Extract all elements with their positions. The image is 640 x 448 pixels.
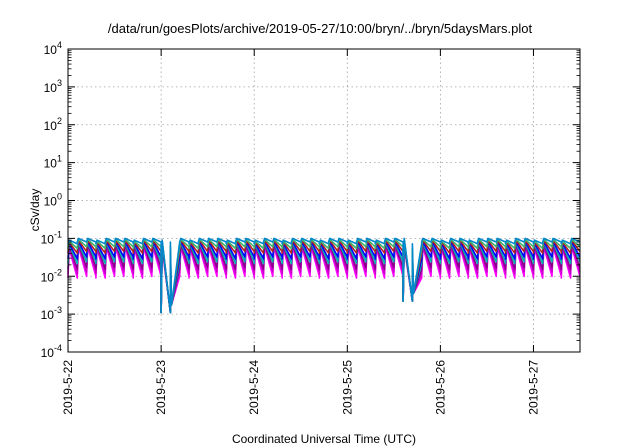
y-tick-label: 10-1 (41, 229, 62, 246)
x-tick-label: 2019-5-24 (247, 360, 261, 415)
y-tick-label: 10-2 (41, 267, 62, 284)
y-tick-label: 100 (44, 192, 62, 209)
y-tick-label: 104 (44, 40, 62, 57)
y-axis-label: cSv/day (28, 189, 42, 232)
y-axis: 10-4 10-3 10-2 10-1 100 101 102 103 104 (41, 40, 580, 360)
y-tick-label: 103 (44, 78, 62, 95)
y-tick-label: 10-4 (41, 343, 62, 360)
grid (67, 49, 580, 352)
x-tick-label: 2019-5-25 (340, 360, 354, 415)
y-tick-label: 102 (44, 116, 62, 133)
x-axis: 2019-5-22 2019-5-23 2019-5-24 2019-5-25 2019… (61, 49, 540, 415)
x-axis-label: Coordinated Universal Time (UTC) (232, 432, 416, 446)
chart-title: /data/run/goesPlots/archive/2019-05-27/1… (108, 21, 533, 36)
x-tick-label: 2019-5-23 (154, 360, 168, 415)
x-tick-label: 2019-5-22 (61, 360, 75, 415)
y-tick-label: 10-3 (41, 305, 62, 322)
x-tick-label: 2019-5-26 (433, 360, 447, 415)
series-group (67, 237, 581, 314)
y-tick-label: 101 (44, 154, 62, 171)
x-tick-label: 2019-5-27 (526, 360, 540, 415)
series-line (67, 237, 581, 314)
